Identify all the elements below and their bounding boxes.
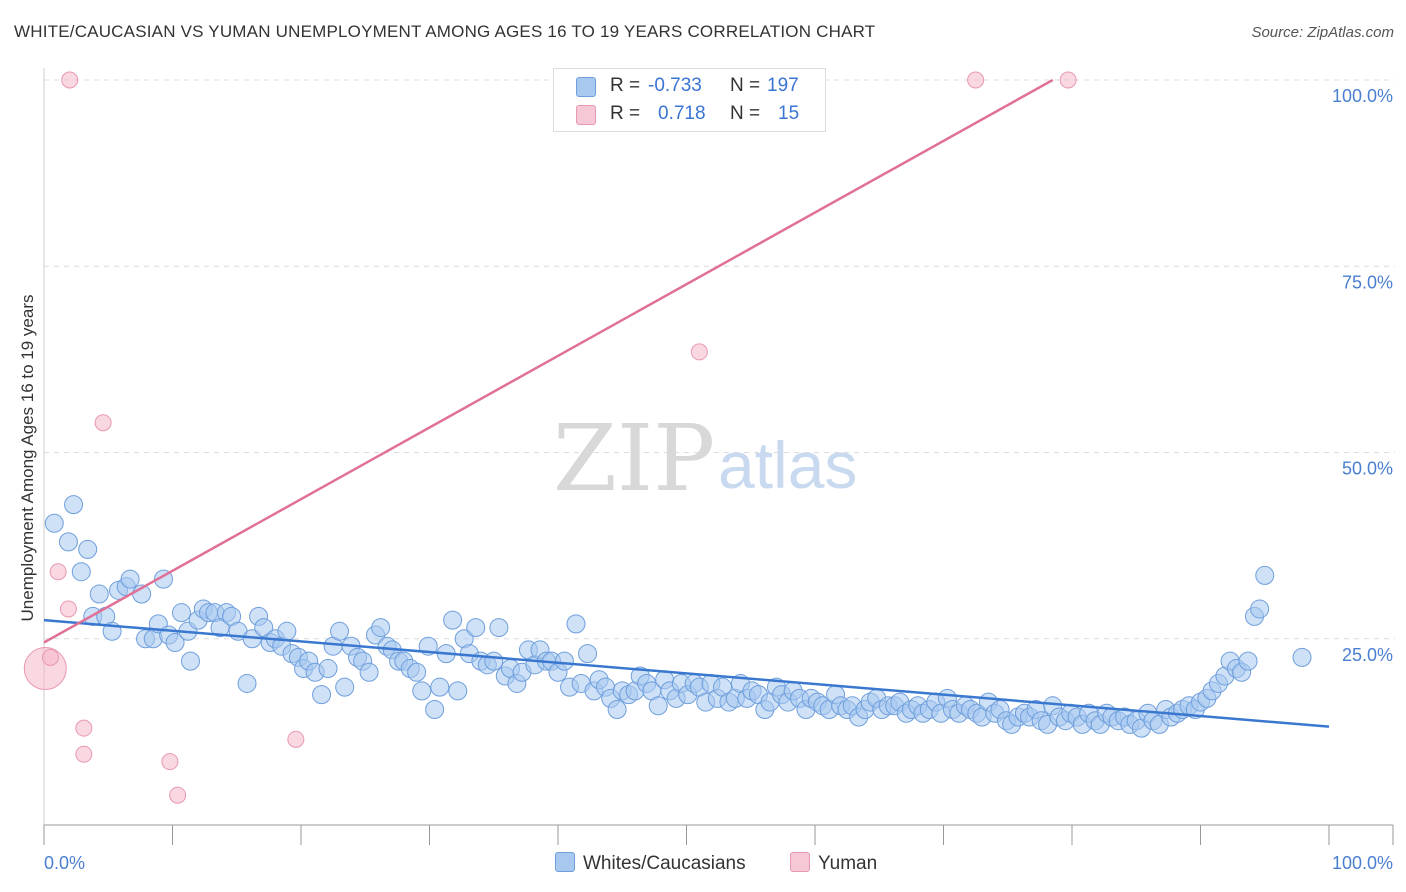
x-tick-label: 0.0% <box>44 853 85 873</box>
whites-point <box>64 495 84 515</box>
whites-point <box>165 632 185 652</box>
yuman-point <box>690 343 708 361</box>
watermark: ZIP atlas <box>553 405 857 512</box>
watermark-atlas: atlas <box>718 428 857 502</box>
yuman-points <box>23 71 1077 804</box>
n-label: N = <box>730 103 761 124</box>
source-label: Source: ZipAtlas.com <box>1251 24 1394 41</box>
whites-point <box>44 513 64 533</box>
whites-point <box>554 651 574 671</box>
y-tick-label: 100.0% <box>1332 86 1393 106</box>
y-tick-label: 50.0% <box>1342 459 1393 479</box>
stats-row-yuman: R = 0.718 N = 15 <box>554 101 825 127</box>
legend-label-yuman: Yuman <box>818 853 878 874</box>
yuman-point <box>49 563 67 581</box>
whites-point <box>359 662 379 682</box>
whites-trend-line <box>43 618 1330 728</box>
whites-point <box>89 584 109 604</box>
whites-point <box>648 696 668 716</box>
stats-row-whites: R = -0.733 N = 197 <box>554 73 825 99</box>
whites-point <box>578 644 598 664</box>
whites-point <box>430 677 450 697</box>
whites-point <box>466 618 486 638</box>
whites-point <box>1292 647 1312 667</box>
chart-title: WHITE/CAUCASIAN VS YUMAN UNEMPLOYMENT AM… <box>14 22 876 41</box>
whites-point <box>171 603 191 623</box>
y-tick-label: 25.0% <box>1342 645 1393 665</box>
yuman-point <box>1059 71 1077 89</box>
yuman-point <box>75 745 93 763</box>
whites-point <box>371 618 391 638</box>
whites-points <box>44 495 1312 738</box>
whites-point <box>120 569 140 589</box>
yuman-point <box>161 753 179 771</box>
r-value: 0.718 <box>658 103 706 124</box>
whites-point <box>71 562 91 582</box>
n-label: N = <box>730 75 761 96</box>
whites-point <box>607 700 627 720</box>
whites-point <box>237 673 257 693</box>
whites-swatch <box>576 77 596 97</box>
yuman-swatch <box>576 105 596 125</box>
whites-point <box>312 685 332 705</box>
whites-point <box>1238 651 1258 671</box>
legend-swatch-yuman <box>790 852 810 872</box>
whites-point <box>1250 599 1270 619</box>
trend-lines <box>43 78 1330 728</box>
whites-point <box>277 621 297 641</box>
whites-point <box>448 681 468 701</box>
tick-labels: 25.0% 50.0% 75.0% 100.0% 0.0% 100.0% <box>44 86 1393 873</box>
whites-point <box>412 681 432 701</box>
stats-box: R = -0.733 N = 197 R = 0.718 N = 15 <box>553 68 826 132</box>
yuman-trend-line <box>43 78 1054 644</box>
whites-point <box>489 618 509 638</box>
whites-point <box>443 610 463 630</box>
yuman-point <box>61 71 79 89</box>
legend-swatch-whites <box>555 852 575 872</box>
whites-point <box>180 651 200 671</box>
whites-point <box>484 651 504 671</box>
axes <box>43 68 1394 845</box>
r-label: R = <box>610 103 641 124</box>
x-tick-label: 100.0% <box>1332 853 1393 873</box>
whites-point <box>566 614 586 634</box>
watermark-zip: ZIP <box>553 405 715 512</box>
whites-point <box>330 621 350 641</box>
legend-label-whites: Whites/Caucasians <box>583 853 746 874</box>
yuman-point <box>41 648 59 666</box>
grid <box>44 79 1395 640</box>
whites-point <box>58 532 78 552</box>
yuman-point <box>59 600 77 618</box>
whites-point <box>78 539 98 559</box>
r-value: -0.733 <box>648 75 702 96</box>
yuman-point <box>169 786 187 804</box>
yuman-point <box>967 71 985 89</box>
legend-item-yuman: Yuman <box>790 852 877 875</box>
yuman-point <box>94 414 112 432</box>
n-value: 15 <box>778 103 800 124</box>
yuman-point <box>287 730 305 748</box>
whites-point <box>1255 565 1275 585</box>
n-value: 197 <box>767 75 799 96</box>
whites-point <box>425 700 445 720</box>
r-label: R = <box>610 75 641 96</box>
legend-item-whites: Whites/Caucasians <box>555 852 746 875</box>
whites-point <box>318 659 338 679</box>
whites-point <box>407 662 427 682</box>
yuman-point <box>75 719 93 737</box>
whites-point <box>335 677 355 697</box>
y-tick-label: 75.0% <box>1342 272 1393 292</box>
